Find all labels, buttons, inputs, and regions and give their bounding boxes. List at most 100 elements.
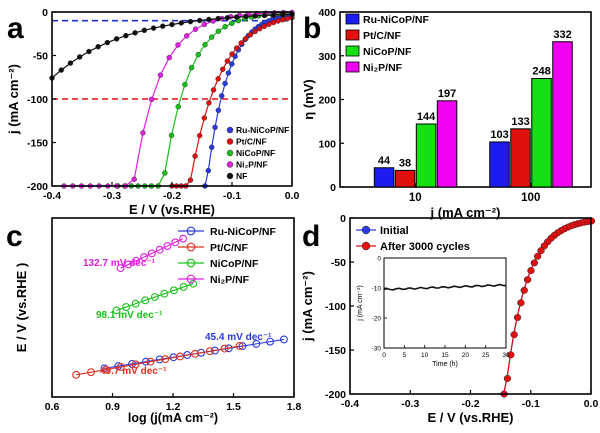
data-point <box>175 42 181 48</box>
data-point <box>507 351 515 359</box>
bar-value-label: 44 <box>378 155 391 167</box>
legend-marker <box>226 138 234 145</box>
legend-swatch <box>345 45 360 57</box>
data-point <box>175 103 181 110</box>
legend-marker <box>226 172 234 180</box>
data-point <box>168 132 175 139</box>
data-point <box>141 27 148 34</box>
y-tick-label: -200 <box>325 389 346 401</box>
data-point <box>201 115 208 121</box>
data-point <box>67 60 74 66</box>
data-point <box>87 368 96 377</box>
slope-label: 45.4 mV dec⁻¹ <box>205 332 272 343</box>
inset-x-tick-label: 30 <box>502 352 510 359</box>
legend-entry: Initial <box>380 225 409 237</box>
data-point <box>212 124 218 131</box>
x-tick-label: 10 <box>409 192 422 204</box>
data-point <box>148 96 155 103</box>
inset-y-tick-label: -30 <box>372 346 382 353</box>
legend-entry: Ru-NiCoP/NF <box>210 226 276 238</box>
data-point <box>132 30 138 36</box>
data-point <box>534 252 542 260</box>
data-point <box>275 18 281 24</box>
legend-swatch <box>345 61 360 73</box>
inset-y-axis-label: j (mA cm⁻²) <box>357 285 364 322</box>
data-point <box>123 32 129 39</box>
data-point <box>155 245 164 254</box>
data-point <box>100 364 109 373</box>
data-point <box>210 87 217 93</box>
x-tick-label: -0.2 <box>461 398 479 410</box>
panel-label-c: c <box>6 220 23 253</box>
x-tick-label: 1.2 <box>166 401 181 413</box>
data-point <box>58 67 64 73</box>
y-axis-label: j (mA cm⁻²) <box>300 271 315 342</box>
data-point <box>215 107 222 114</box>
data-point <box>131 299 140 308</box>
y-tick-label: -100 <box>27 94 48 106</box>
data-point <box>176 352 185 361</box>
data-point <box>208 34 215 40</box>
data-point <box>205 167 212 174</box>
inset-frame <box>383 257 507 349</box>
data-point <box>179 283 188 291</box>
y-tick-label: 400 <box>318 7 336 19</box>
inset-x-tick-label: 20 <box>462 352 470 359</box>
panel-label-d: d <box>302 220 320 253</box>
data-point <box>243 13 249 20</box>
legend-entry: Ni₂P/NF <box>363 62 403 74</box>
data-point <box>208 144 215 150</box>
data-point <box>116 362 125 371</box>
legend-entry: Ni₂P/NF <box>210 274 250 286</box>
data-point <box>122 303 131 311</box>
data-point <box>179 234 188 243</box>
y-tick-label: -50 <box>33 51 48 63</box>
bar-value-label: 197 <box>438 88 456 100</box>
bar-1-2 <box>531 78 552 188</box>
legend-marker <box>226 126 234 134</box>
data-point <box>256 26 263 32</box>
data-point <box>238 40 244 46</box>
x-tick-label: -0.1 <box>522 398 540 410</box>
legend-marker <box>186 242 196 252</box>
data-point <box>252 13 258 19</box>
bar-value-label: 38 <box>399 157 411 169</box>
data-point <box>224 15 231 21</box>
bar-1-1 <box>510 128 531 188</box>
inset-x-tick-label: 0 <box>382 352 386 359</box>
legend-marker <box>226 149 234 157</box>
data-point <box>517 299 525 307</box>
legend-entry: After 3000 cycles <box>380 241 470 253</box>
x-tick-label: -0.4 <box>341 398 359 410</box>
data-point <box>192 153 198 159</box>
data-point <box>266 337 275 346</box>
data-point <box>220 66 226 72</box>
x-axis-label: log (j(mA cm⁻²) <box>128 411 218 425</box>
legend-marker <box>186 274 196 284</box>
y-axis-label: E / V (vs.RHE ) <box>14 263 29 353</box>
legend-marker <box>226 161 234 168</box>
data-point <box>76 54 83 60</box>
x-axis-label: E / V (vs.RHE) <box>428 410 514 425</box>
data-point <box>224 58 231 64</box>
legend-marker <box>186 258 196 268</box>
data-point <box>124 260 133 269</box>
data-point <box>215 28 222 34</box>
legend-marker <box>361 225 371 235</box>
data-point <box>189 279 198 288</box>
data-point <box>280 11 286 18</box>
data-point <box>530 259 538 267</box>
y-tick-label: -150 <box>325 345 346 357</box>
y-tick-label: 0 <box>330 182 336 194</box>
fit-line-2 <box>116 283 194 311</box>
bar-value-label: 248 <box>532 66 550 78</box>
data-point <box>252 28 258 35</box>
data-point <box>197 348 206 357</box>
y-axis-label: η (mV) <box>301 79 316 119</box>
inset-y-tick-label: 0 <box>377 256 381 263</box>
inset-x-tick-label: 5 <box>403 352 407 359</box>
x-tick-label: 0.0 <box>584 398 599 410</box>
bar-0-2 <box>415 123 437 188</box>
data-point <box>243 35 249 42</box>
slope-label: 98.1 mV dec⁻¹ <box>96 310 163 321</box>
